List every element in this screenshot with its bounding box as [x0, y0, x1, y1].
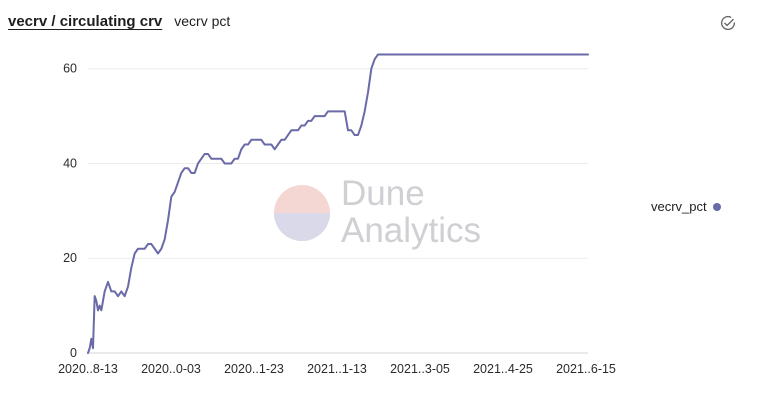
x-tick-label: 2021..6-15 — [556, 362, 616, 376]
legend-color-dot — [712, 202, 721, 211]
watermark-line-1: Dune — [341, 174, 425, 213]
watermark-logo-bottom — [274, 213, 330, 241]
x-tick-label: 2020..8-13 — [58, 362, 118, 376]
check-circle-icon[interactable] — [719, 14, 737, 32]
series-line-vecrv_pct[interactable] — [87, 53, 589, 354]
y-tick-label: 0 — [70, 346, 77, 360]
dune-analytics-watermark: Dune Analytics — [274, 174, 481, 250]
y-tick-label: 60 — [63, 62, 77, 76]
series-group — [87, 53, 589, 354]
legend: vecrv_pct — [651, 199, 721, 214]
x-tick-label: 2021..3-05 — [390, 362, 450, 376]
chart-title-link[interactable]: vecrv / circulating crv — [8, 13, 163, 30]
watermark-line-2: Analytics — [341, 211, 481, 250]
x-tick-label: 2020..0-03 — [141, 362, 201, 376]
chart-axes: 0 20 40 60 2020..8-13 2020..0-03 2020..1-23 202… — [58, 62, 616, 376]
x-tick-label: 2020..1-23 — [224, 362, 284, 376]
x-tick-label: 2021..4-25 — [473, 362, 533, 376]
chart-subtitle: vecrv pct — [174, 13, 231, 29]
y-tick-label: 40 — [63, 156, 77, 170]
legend-label: vecrv_pct — [651, 199, 707, 214]
chart-header: vecrv / circulating crv vecrv pct — [8, 13, 230, 30]
x-tick-label: 2021..1-13 — [307, 362, 367, 376]
y-tick-label: 20 — [63, 251, 77, 265]
